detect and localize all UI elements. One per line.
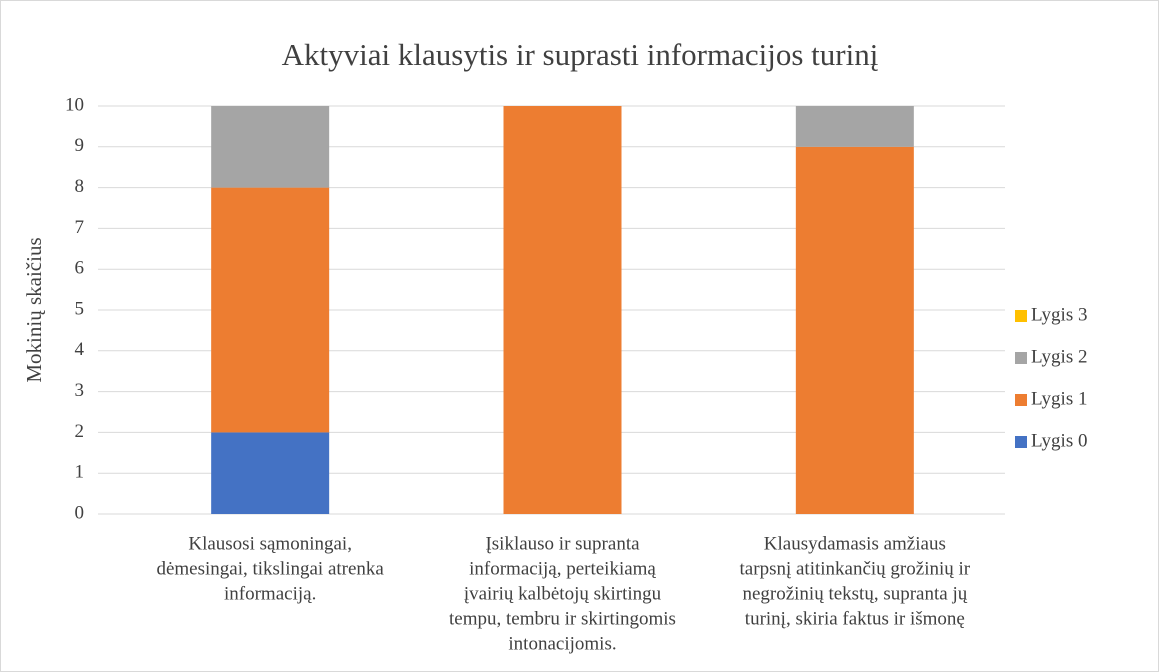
- legend-swatch: [1015, 436, 1027, 448]
- legend-label: Lygis 2: [1031, 346, 1087, 367]
- y-tick-label: 0: [75, 502, 85, 523]
- bar-segment: [211, 187, 330, 433]
- bar-segment: [503, 106, 622, 514]
- y-tick-label: 5: [75, 298, 85, 319]
- x-tick-label: įvairių kalbėtojų skirtingu: [464, 583, 662, 604]
- x-tick-label: Įsiklauso ir supranta: [485, 533, 640, 554]
- y-tick-label: 9: [75, 135, 85, 156]
- y-tick-label: 7: [75, 217, 85, 238]
- x-tick-label: tempu, tembru ir skirtingomis: [449, 608, 676, 629]
- y-tick-label: 10: [65, 94, 84, 115]
- x-tick-label: Klausosi sąmoningai,: [188, 533, 352, 554]
- y-tick-label: 6: [75, 258, 85, 279]
- legend-swatch: [1015, 310, 1027, 322]
- x-tick-label: negrožinių tekstų, supranta jų: [742, 583, 967, 604]
- x-tick-label: tarpsnį atitinkančių grožinių ir: [740, 558, 971, 579]
- bar-segment: [795, 106, 914, 147]
- x-tick-label: intonacijomis.: [508, 633, 616, 654]
- bar-segment: [795, 146, 914, 515]
- x-tick-label: informaciją.: [224, 583, 316, 604]
- legend-label: Lygis 3: [1031, 304, 1087, 325]
- y-tick-label: 8: [75, 176, 85, 197]
- y-tick-label: 3: [75, 380, 85, 401]
- x-tick-label: dėmesingai, tikslingai atrenka: [156, 558, 384, 579]
- y-tick-label: 4: [75, 339, 85, 360]
- legend-label: Lygis 1: [1031, 388, 1087, 409]
- bar-segment: [211, 432, 330, 514]
- legend-label: Lygis 0: [1031, 430, 1087, 451]
- x-tick-label: Klausydamasis amžiaus: [764, 533, 946, 554]
- bar-segment: [211, 106, 330, 188]
- legend-swatch: [1015, 394, 1027, 406]
- y-tick-label: 1: [75, 462, 85, 483]
- y-axis-label: Mokinių skaičius: [22, 237, 46, 382]
- legend-swatch: [1015, 352, 1027, 364]
- chart-title: Aktyviai klausytis ir suprasti informaci…: [282, 37, 879, 72]
- x-tick-label: informaciją, perteikiamą: [469, 558, 656, 579]
- y-tick-label: 2: [75, 421, 85, 442]
- x-tick-label: turinį, skiria faktus ir išmonę: [745, 608, 965, 629]
